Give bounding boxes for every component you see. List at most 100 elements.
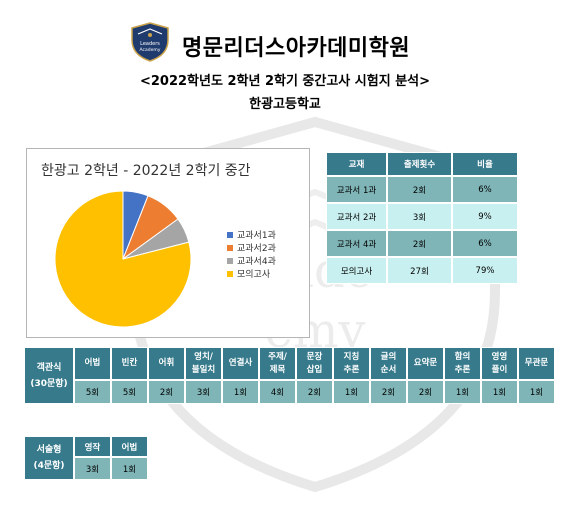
legend-label: 교과서2과 xyxy=(237,244,276,254)
logo-text-2: Academy xyxy=(140,47,161,53)
objective-header-cell: 어법 xyxy=(74,347,111,380)
legend-label: 교과서1과 xyxy=(237,231,276,241)
essay-value-row: 3회 1회 xyxy=(24,457,148,480)
objective-cell: 2회 xyxy=(407,380,444,404)
objective-header-row: 객관식 (30문항) 어법 빈칸 어휘 영치/불일치 연결사 주제/제목 문장 삽입 지칭 추론 글… xyxy=(24,347,555,404)
stats-header-cell: 출제횟수 xyxy=(387,152,452,176)
chart-title: 한광고 2학년 - 2022년 2학기 중간 xyxy=(41,163,251,179)
legend-label: 교과서4과 xyxy=(237,257,276,267)
legend-swatch xyxy=(227,244,233,251)
objective-cell: 5회 xyxy=(74,380,111,404)
stats-cell: 79% xyxy=(452,257,518,284)
legend-swatch xyxy=(227,270,233,277)
objective-header-line: 추론 xyxy=(343,364,360,375)
objective-header-line: 불일치 xyxy=(191,364,216,375)
essay-label: 서술형 (4문항) xyxy=(24,436,74,480)
objective-header-line: 연결사 xyxy=(228,358,253,368)
objective-cell: 1회 xyxy=(222,380,259,404)
stats-cell: 6% xyxy=(452,230,518,257)
table-row: 교과서 1과 2회 6% xyxy=(326,176,518,203)
essay-type-table: 서술형 (4문항) 영작 어법 3회 1회 xyxy=(24,436,148,480)
objective-header-cell: 영치/불일치 xyxy=(185,347,222,380)
objective-type-table: 객관식 (30문항) 어법 빈칸 어휘 영치/불일치 연결사 주제/제목 문장 삽입 지칭 추론 글… xyxy=(24,347,555,404)
objective-header-line: 어법 xyxy=(84,358,101,368)
essay-header-cell: 영작 xyxy=(74,436,111,457)
stats-cell: 모의고사 xyxy=(326,257,387,284)
objective-header-cell: 빈칸 xyxy=(111,347,148,380)
essay-header-row: 서술형 (4문항) 영작 어법 xyxy=(24,436,148,480)
objective-header-cell: 주제/제목 xyxy=(259,347,296,380)
objective-cell: 2회 xyxy=(148,380,185,404)
stats-header-cell: 비율 xyxy=(452,152,518,176)
objective-cell: 1회 xyxy=(481,380,518,404)
legend-swatch xyxy=(227,231,233,238)
objective-cell: 3회 xyxy=(185,380,222,404)
essay-label-1: 서술형 xyxy=(36,445,62,455)
legend-swatch xyxy=(227,257,233,264)
essay-header-cell: 어법 xyxy=(111,436,148,457)
objective-header-line: 지칭 xyxy=(343,351,360,362)
logo-text-1: Leaders xyxy=(140,41,160,47)
objective-header-line: 추론 xyxy=(454,364,471,375)
objective-header-line: 제목 xyxy=(269,364,286,375)
academy-logo-icon: Leaders Academy xyxy=(131,22,169,62)
legend-item: 교과서4과 xyxy=(227,254,276,267)
header: Leaders Academy 명문리더스아카데미학원 <2022학년도 2학년… xyxy=(0,0,570,120)
essay-label-2: (4문항) xyxy=(33,461,65,471)
legend-item: 모의고사 xyxy=(227,267,276,280)
objective-header-line: 빈칸 xyxy=(121,358,138,368)
pie-chart-svg xyxy=(54,190,192,328)
objective-label-2: (30문항) xyxy=(30,378,68,389)
objective-header-line: 삽입 xyxy=(306,364,323,375)
objective-header-cell: 요약문 xyxy=(407,347,444,380)
stats-header-cell: 교재 xyxy=(326,152,387,176)
objective-header-line: 문장 xyxy=(306,351,323,362)
school-name: 한광고등학교 xyxy=(249,97,321,112)
stats-cell: 3회 xyxy=(387,203,452,230)
objective-label: 객관식 (30문항) xyxy=(24,347,74,404)
table-row: 교과서 2과 3회 9% xyxy=(326,203,518,230)
stats-cell: 6% xyxy=(452,176,518,203)
objective-header-cell: 무관문 xyxy=(518,347,555,380)
stats-cell: 27회 xyxy=(387,257,452,284)
exam-title: <2022학년도 2학년 2학기 중간고사 시험지 분석> xyxy=(139,74,431,89)
essay-cell: 1회 xyxy=(111,457,148,480)
stats-cell: 9% xyxy=(452,203,518,230)
objective-cell: 1회 xyxy=(333,380,370,404)
stats-cell: 교과서 1과 xyxy=(326,176,387,203)
objective-cell: 1회 xyxy=(518,380,555,404)
objective-header-line: 함의 xyxy=(454,351,471,362)
objective-value-row: 5회 5회 2회 3회 1회 4회 2회 1회 2회 2회 1회 1회 1회 xyxy=(24,380,555,404)
objective-header-line: 영영 xyxy=(491,351,508,362)
objective-header-line: 주제/ xyxy=(268,351,287,362)
essay-cell: 3회 xyxy=(74,457,111,480)
objective-cell: 5회 xyxy=(111,380,148,404)
pie-slice xyxy=(54,190,192,328)
table-row: 교과서 4과 2회 6% xyxy=(326,230,518,257)
objective-header-line: 영치/ xyxy=(194,351,213,362)
legend-label: 모의고사 xyxy=(237,270,271,280)
legend-item: 교과서2과 xyxy=(227,241,276,254)
objective-header-line: 글의 xyxy=(380,351,397,362)
objective-cell: 4회 xyxy=(259,380,296,404)
stats-header-row: 교재 출제횟수 비율 xyxy=(326,152,518,176)
legend-item: 교과서1과 xyxy=(227,228,276,241)
objective-cell: 2회 xyxy=(370,380,407,404)
objective-header-line: 무관문 xyxy=(524,358,549,368)
objective-header-cell: 어휘 xyxy=(148,347,185,380)
stats-cell: 교과서 4과 xyxy=(326,230,387,257)
stats-cell: 교과서 2과 xyxy=(326,203,387,230)
stats-cell: 2회 xyxy=(387,230,452,257)
academy-name: 명문리더스아카데미학원 xyxy=(182,36,411,61)
objective-cell: 1회 xyxy=(444,380,481,404)
objective-cell: 2회 xyxy=(296,380,333,404)
objective-header-cell: 연결사 xyxy=(222,347,259,380)
table-row: 모의고사 27회 79% xyxy=(326,257,518,284)
objective-header-line: 어휘 xyxy=(158,358,175,368)
objective-header-line: 풀이 xyxy=(491,364,508,375)
